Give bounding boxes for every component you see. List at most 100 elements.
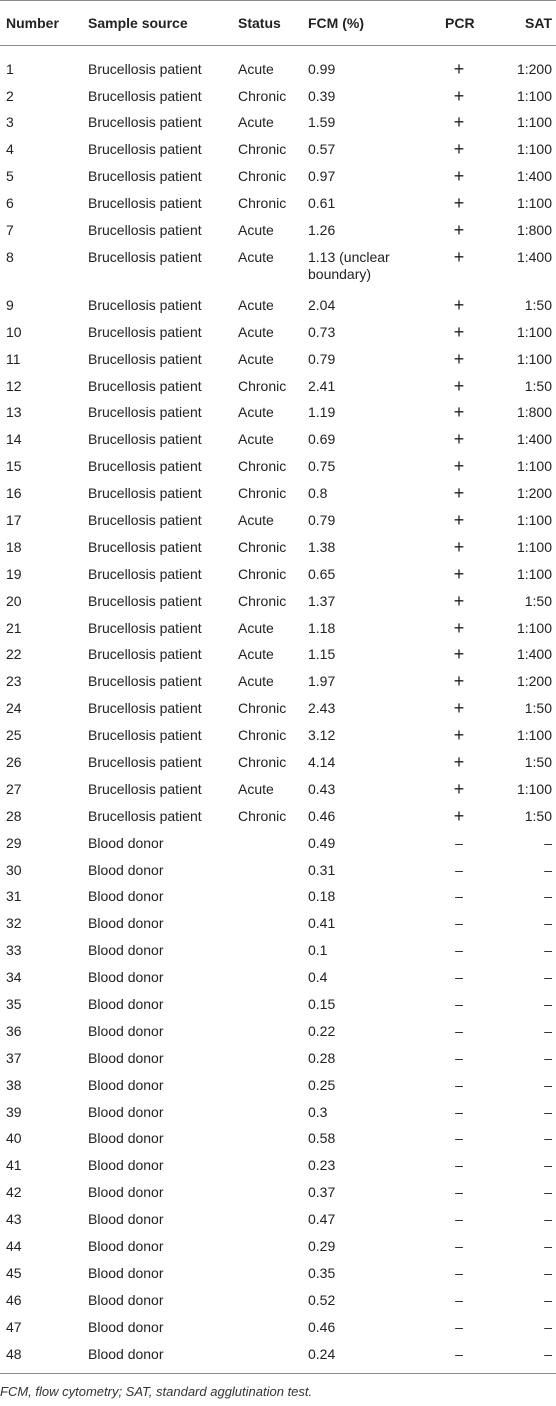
cell-sample-source: Brucellosis patient bbox=[88, 404, 202, 421]
cell-status bbox=[232, 1233, 302, 1260]
cell-status bbox=[232, 910, 302, 937]
cell-fcm: 0.46 bbox=[308, 1318, 336, 1335]
cell-pcr: + bbox=[453, 751, 465, 772]
cell-number: 21 bbox=[6, 619, 22, 636]
table-row: 35 Blood donor 0.15 – – bbox=[0, 991, 556, 1018]
cell-number: 38 bbox=[6, 1076, 22, 1093]
cell-number: 13 bbox=[6, 404, 22, 421]
cell-pcr: – bbox=[455, 1022, 463, 1039]
cell-fcm: 0.25 bbox=[308, 1076, 336, 1093]
cell-pcr: – bbox=[455, 1103, 463, 1120]
table-row: 40 Blood donor 0.58 – – bbox=[0, 1125, 556, 1152]
cell-sample-source: Blood donor bbox=[88, 1184, 164, 1201]
cell-fcm: 0.3 bbox=[308, 1103, 328, 1120]
cell-fcm: 4.14 bbox=[308, 753, 336, 770]
cell-fcm: 0.31 bbox=[308, 861, 336, 878]
cell-number: 3 bbox=[6, 114, 14, 131]
cell-sat: 1:50 bbox=[524, 700, 552, 717]
cell-number: 30 bbox=[6, 861, 22, 878]
table-row: 27 Brucellosis patient Acute 0.43 +1:100 bbox=[0, 776, 556, 803]
cell-number: 43 bbox=[6, 1211, 22, 1228]
table-row: 14 Brucellosis patient Acute 0.69 +1:400 bbox=[0, 426, 556, 453]
cell-number: 46 bbox=[6, 1291, 22, 1308]
cell-fcm: 3.12 bbox=[308, 727, 336, 744]
table-row: 37 Blood donor 0.28 – – bbox=[0, 1045, 556, 1072]
cell-sat: – bbox=[544, 1211, 552, 1228]
cell-number: 22 bbox=[6, 646, 22, 663]
table-row: 11 Brucellosis patient Acute 0.79 +1:100 bbox=[0, 346, 556, 373]
cell-pcr: – bbox=[455, 1264, 463, 1281]
cell-fcm: 0.52 bbox=[308, 1291, 336, 1308]
cell-fcm: 0.58 bbox=[308, 1130, 336, 1147]
cell-number: 20 bbox=[6, 592, 22, 609]
cell-fcm: 0.24 bbox=[308, 1345, 336, 1362]
cell-pcr: + bbox=[453, 429, 465, 450]
cell-number: 1 bbox=[6, 61, 14, 77]
cell-number: 41 bbox=[6, 1157, 22, 1174]
cell-status bbox=[232, 830, 302, 857]
cell-number: 12 bbox=[6, 377, 22, 394]
cell-fcm: 0.35 bbox=[308, 1264, 336, 1281]
cell-number: 47 bbox=[6, 1318, 22, 1335]
cell-sat: 1:100 bbox=[516, 141, 552, 158]
cell-sample-source: Brucellosis patient bbox=[88, 168, 202, 185]
results-table: Number Sample source Status FCM (%) PCR … bbox=[0, 0, 556, 1362]
cell-status bbox=[232, 1099, 302, 1126]
cell-number: 42 bbox=[6, 1184, 22, 1201]
cell-sat: 1:50 bbox=[524, 753, 552, 770]
cell-sat: 1:50 bbox=[524, 296, 552, 313]
table-row: 13 Brucellosis patient Acute 1.19 +1:800 bbox=[0, 399, 556, 426]
cell-pcr: – bbox=[455, 942, 463, 959]
cell-sample-source: Brucellosis patient bbox=[88, 431, 202, 448]
cell-sample-source: Blood donor bbox=[88, 1264, 164, 1281]
cell-pcr: + bbox=[453, 193, 465, 214]
cell-status: Acute bbox=[238, 404, 274, 421]
cell-sat: – bbox=[544, 1076, 552, 1093]
cell-sample-source: Blood donor bbox=[88, 1318, 164, 1335]
table-row: 8 Brucellosis patient Acute 1.13 (unclear b… bbox=[0, 244, 556, 292]
cell-number: 16 bbox=[6, 485, 22, 502]
cell-sat: – bbox=[544, 1103, 552, 1120]
cell-sample-source: Blood donor bbox=[88, 1238, 164, 1255]
cell-sat: 1:100 bbox=[516, 511, 552, 528]
cell-fcm: 1.13 (unclear boundary) bbox=[308, 248, 390, 282]
table-row: 28 Brucellosis patient Chronic 0.46 +1:50 bbox=[0, 803, 556, 830]
cell-status bbox=[232, 857, 302, 884]
cell-status: Chronic bbox=[238, 195, 287, 212]
cell-pcr: + bbox=[453, 166, 465, 187]
table-row: 39 Blood donor 0.3 – – bbox=[0, 1099, 556, 1126]
cell-fcm: 2.43 bbox=[308, 700, 336, 717]
cell-sample-source: Blood donor bbox=[88, 942, 164, 959]
cell-sample-source: Brucellosis patient bbox=[88, 700, 202, 717]
cell-number: 25 bbox=[6, 727, 22, 744]
table-row: 42 Blood donor 0.37 – – bbox=[0, 1179, 556, 1206]
cell-sat: 1:100 bbox=[516, 195, 552, 212]
cell-sample-source: Blood donor bbox=[88, 969, 164, 986]
table-row: 36 Blood donor 0.22 – – bbox=[0, 1018, 556, 1045]
cell-sat: – bbox=[544, 996, 552, 1012]
header-row: Number Sample source Status FCM (%) PCR … bbox=[0, 0, 556, 46]
cell-pcr: + bbox=[453, 246, 465, 267]
cell-pcr: – bbox=[455, 1076, 463, 1093]
cell-status: Acute bbox=[238, 619, 274, 636]
cell-status: Acute bbox=[238, 61, 274, 77]
cell-number: 8 bbox=[6, 248, 14, 265]
cell-number: 31 bbox=[6, 888, 22, 905]
table-row: 21 Brucellosis patient Acute 1.18 +1:100 bbox=[0, 615, 556, 642]
cell-status: Chronic bbox=[238, 485, 287, 502]
table-row: 31 Blood donor 0.18 – – bbox=[0, 883, 556, 910]
cell-pcr: + bbox=[453, 805, 465, 826]
cell-status: Chronic bbox=[238, 807, 287, 824]
cell-sample-source: Brucellosis patient bbox=[88, 296, 202, 313]
cell-fcm: 0.8 bbox=[308, 485, 328, 502]
cell-sat: 1:50 bbox=[524, 807, 552, 824]
cell-sample-source: Brucellosis patient bbox=[88, 377, 202, 394]
cell-pcr: + bbox=[453, 590, 465, 611]
cell-number: 11 bbox=[6, 350, 21, 367]
cell-fcm: 1.19 bbox=[308, 404, 336, 421]
cell-status bbox=[232, 1125, 302, 1152]
cell-sat: – bbox=[544, 1238, 552, 1255]
cell-status: Chronic bbox=[238, 538, 287, 555]
cell-sample-source: Blood donor bbox=[88, 1211, 164, 1228]
cell-sample-source: Brucellosis patient bbox=[88, 538, 202, 555]
